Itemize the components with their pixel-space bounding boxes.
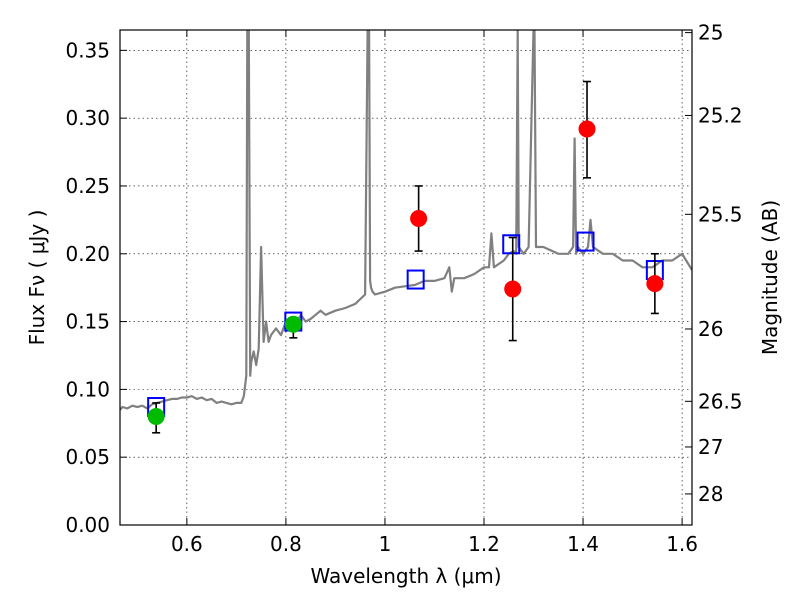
grid-lines (120, 30, 692, 526)
y-tick-label: 0.30 (65, 106, 110, 130)
y-axis-label: Flux Fν ( μJy ) (25, 210, 49, 346)
ir-observed-point (504, 280, 522, 298)
data-points-layer (147, 80, 664, 434)
axis-ticks: 0.6 0.8 1 1.2 1.4 1.6 0.00 0.05 0.10 0.15 0.20 0.25… (65, 21, 742, 556)
x-tick-label: 1 (379, 532, 392, 556)
model-spectrum-line (120, 30, 692, 411)
x-tick-label: 0.8 (270, 532, 302, 556)
ir-observed-point (578, 120, 596, 138)
x-tick-label: 1.2 (468, 532, 500, 556)
x-tick-label: 0.6 (171, 532, 203, 556)
y-tick-label: 0.20 (65, 242, 110, 266)
y-tick-label: 0.35 (65, 38, 110, 62)
y2-tick-label: 27 (698, 435, 723, 459)
model-photometry-point (502, 234, 521, 255)
y2-axis-label: Magnitude (AB) (758, 200, 782, 355)
ir-observed-point (646, 275, 664, 293)
y2-tick-label: 25 (698, 21, 723, 45)
plot-frame (119, 29, 693, 526)
optical-observed-point (284, 315, 302, 333)
y2-tick-label: 26 (698, 317, 723, 341)
model-spectrum-layer (120, 30, 692, 411)
y-tick-label: 0.00 (65, 513, 110, 537)
y2-tick-label: 25.5 (698, 202, 743, 226)
model-photometry-point (406, 269, 425, 290)
optical-observed-point (147, 408, 165, 426)
y2-tick-label: 25.2 (698, 103, 743, 127)
ir-observed-point (410, 210, 428, 228)
x-axis-label: Wavelength λ (μm) (310, 564, 501, 588)
y-tick-label: 0.10 (65, 377, 110, 401)
y-tick-label: 0.15 (65, 310, 110, 334)
model-photometry-point (576, 231, 595, 252)
x-tick-label: 1.4 (567, 532, 599, 556)
y2-tick-label: 26.5 (698, 389, 743, 413)
y-tick-label: 0.05 (65, 445, 110, 469)
y-tick-label: 0.25 (65, 174, 110, 198)
y2-tick-label: 28 (698, 482, 723, 506)
x-tick-label: 1.6 (666, 532, 698, 556)
